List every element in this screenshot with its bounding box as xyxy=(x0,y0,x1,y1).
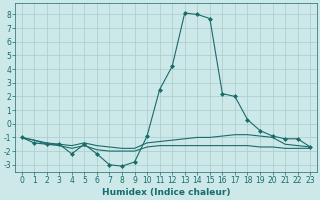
X-axis label: Humidex (Indice chaleur): Humidex (Indice chaleur) xyxy=(102,188,230,197)
